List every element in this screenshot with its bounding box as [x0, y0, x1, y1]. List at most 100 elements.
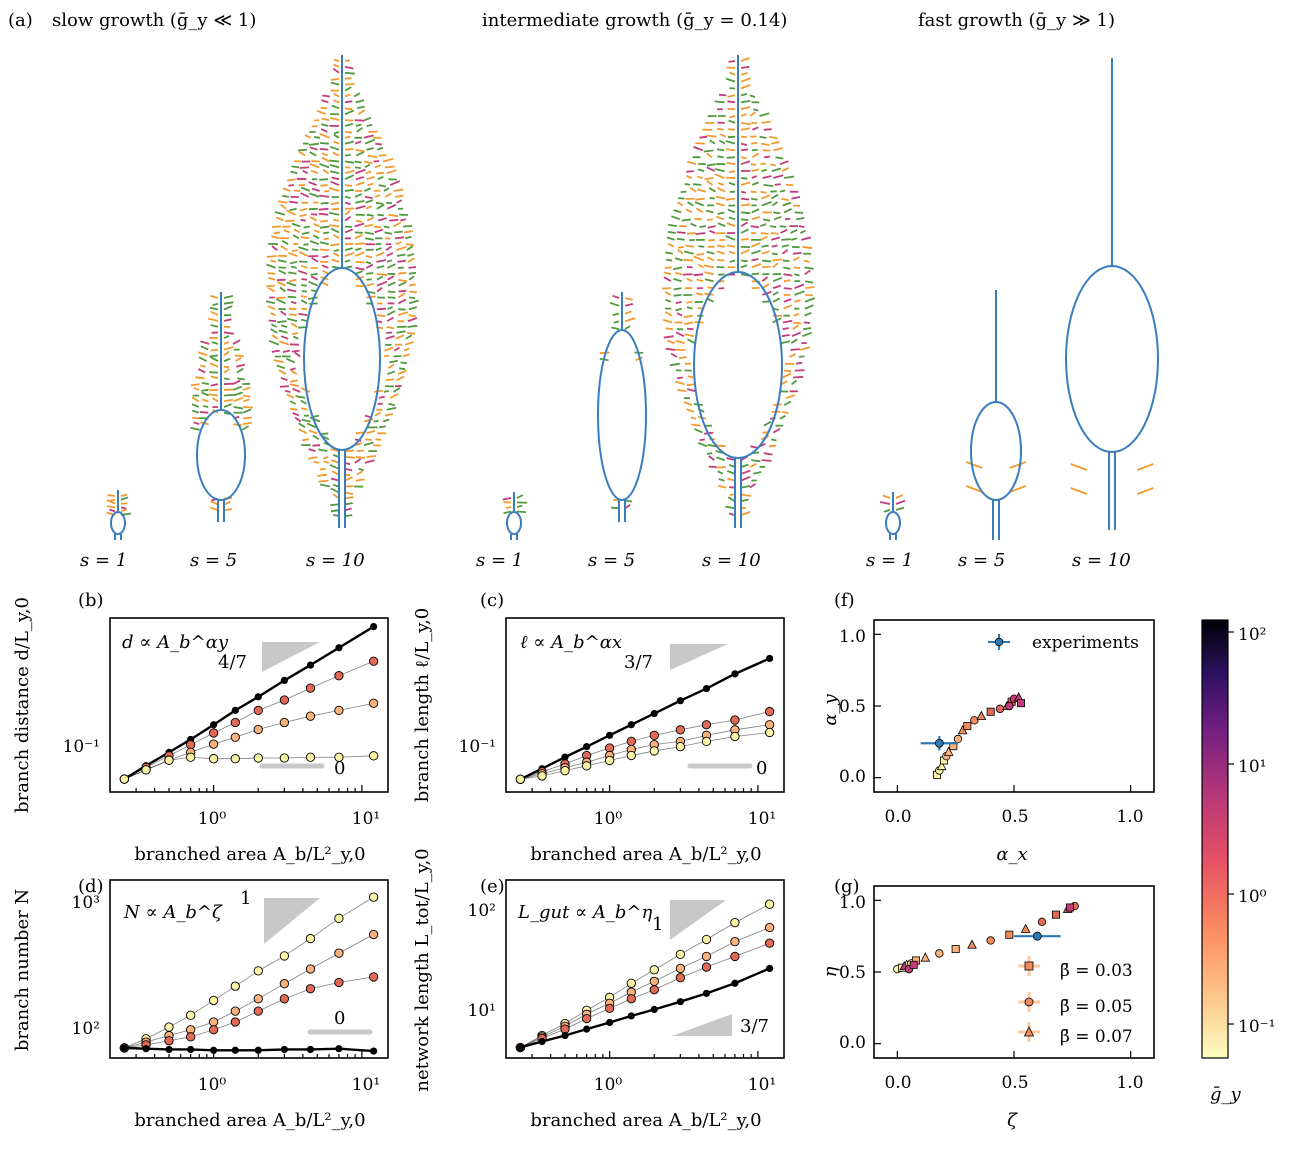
- data-point: [583, 743, 591, 751]
- branch-segment: [407, 253, 415, 257]
- branch-segment: [773, 215, 782, 221]
- branch-segment: [706, 209, 714, 214]
- branch-segment: [717, 470, 724, 475]
- branch-segment: [694, 201, 705, 207]
- branch-segment: [223, 357, 231, 362]
- branch-segment: [635, 356, 643, 362]
- branch-segment: [752, 126, 759, 131]
- branch-segment: [280, 324, 288, 328]
- branch-segment: [753, 471, 762, 475]
- branch-segment: [694, 217, 702, 221]
- panel-g-xtick-0: 0.0: [884, 1073, 911, 1093]
- branch-segment: [686, 327, 694, 331]
- branch-segment: [761, 276, 769, 282]
- branch-segment: [799, 229, 806, 234]
- data-point: [1020, 923, 1031, 933]
- branch-segment: [364, 237, 375, 241]
- branch-segment: [333, 92, 340, 98]
- branch-segment: [242, 416, 252, 420]
- branch-segment: [210, 375, 219, 380]
- branch-segment: [740, 259, 748, 263]
- branch-segment: [223, 305, 233, 311]
- branch-segment: [684, 333, 695, 338]
- branch-segment: [209, 354, 219, 358]
- branch-segment: [276, 296, 286, 300]
- panel-d-slope-lo: 0: [334, 1008, 345, 1029]
- branch-segment: [330, 448, 340, 452]
- branch-segment: [319, 162, 330, 169]
- data-point: [230, 732, 240, 742]
- branch-segment: [297, 269, 308, 275]
- branch-segment: [210, 383, 219, 387]
- branch-segment: [366, 124, 373, 127]
- branch-segment: [740, 197, 750, 201]
- branch-segment: [740, 57, 750, 62]
- branch-segment: [728, 128, 736, 131]
- branch-segment: [408, 275, 415, 281]
- branch-segment: [686, 277, 693, 283]
- branch-segment: [107, 505, 116, 509]
- branch-segment: [300, 186, 311, 192]
- panel-c: (c) branch length ℓ/L_y,0 branched area …: [412, 590, 785, 865]
- branch-segment: [683, 401, 693, 406]
- branch-segment: [376, 265, 385, 269]
- branch-segment: [761, 259, 772, 263]
- branch-segment: [762, 265, 771, 269]
- branch-segment: [223, 411, 230, 415]
- branch-segment: [292, 335, 299, 340]
- branch-segment: [332, 151, 340, 157]
- branch-segment: [333, 219, 340, 222]
- branch-segment: [792, 252, 802, 255]
- branch-segment: [690, 222, 697, 227]
- branch-segment: [292, 387, 301, 393]
- branch-segment: [290, 369, 298, 375]
- data-point: [279, 695, 290, 705]
- branch-segment: [344, 160, 354, 164]
- panel-c-slope-hi: 3/7: [624, 652, 653, 673]
- branch-segment: [687, 232, 696, 235]
- branch-segment: [671, 215, 681, 221]
- branch-segment: [321, 264, 329, 269]
- branch-segment: [212, 397, 219, 403]
- branch-segment: [344, 109, 355, 116]
- panel-e-slope-hi: 1: [652, 914, 663, 935]
- data-point: [254, 1046, 262, 1054]
- data-point: [253, 705, 263, 716]
- colorbar: 10² 10¹ 10⁰ 10⁻¹ ḡ_y: [1201, 619, 1275, 1105]
- branch-segment: [779, 160, 789, 166]
- branch-segment: [366, 455, 377, 458]
- branch-segment: [666, 339, 675, 344]
- branch-segment: [365, 248, 374, 251]
- data-point: [306, 661, 315, 669]
- branch-segment: [355, 284, 364, 288]
- branch-segment: [708, 187, 716, 193]
- branch-segment: [319, 483, 331, 488]
- data-point: [335, 1045, 343, 1053]
- branch-segment: [388, 213, 399, 218]
- branch-segment: [344, 154, 351, 157]
- panel-b-xlabel: branched area A_b/L²_y,0: [134, 844, 365, 865]
- branch-segment: [300, 264, 308, 269]
- branch-segment: [725, 505, 736, 510]
- data-point: [986, 707, 995, 716]
- branch-segment: [675, 339, 685, 344]
- branch-segment: [396, 253, 406, 257]
- branch-segment: [331, 258, 340, 263]
- branch-segment: [879, 501, 891, 505]
- branch-segment: [271, 349, 280, 353]
- panel-f-plot: [874, 633, 1132, 792]
- branch-segment: [389, 218, 399, 222]
- data-point: [368, 929, 379, 940]
- branch-segment: [804, 304, 814, 310]
- vessel-loop: [303, 267, 381, 451]
- branch-segment: [309, 163, 320, 169]
- branch-segment: [749, 111, 756, 117]
- data-point: [627, 1012, 635, 1020]
- branch-segment: [355, 205, 366, 210]
- branch-segment: [319, 241, 330, 246]
- branch-segment: [717, 182, 725, 186]
- branch-segment: [790, 338, 798, 344]
- branch-segment: [687, 338, 696, 344]
- data-point: [370, 622, 378, 631]
- branch-segment: [211, 341, 219, 345]
